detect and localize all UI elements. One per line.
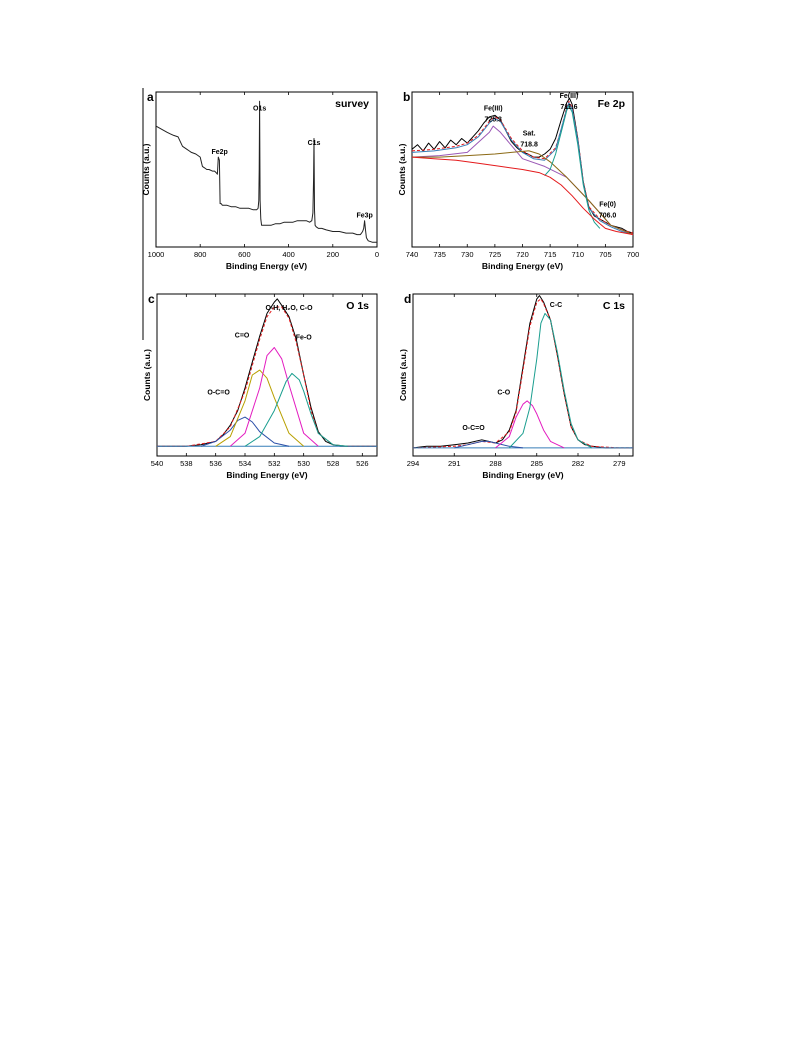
series-line-2 bbox=[412, 298, 633, 449]
panel-d: 294 291 288 285 282 279 C-C C-O O-C=O d C 1s Bindin… bbox=[398, 292, 634, 480]
x-tick-label: 200 bbox=[327, 250, 340, 259]
y-axis-label: Counts (a.u.) bbox=[142, 349, 152, 401]
x-tick-label: 0 bbox=[375, 250, 379, 259]
x-tick-label: 534 bbox=[239, 459, 252, 468]
panel-title: O 1s bbox=[346, 300, 369, 312]
annotation-label: Fe2p bbox=[211, 149, 227, 156]
x-tick-label: 536 bbox=[209, 459, 222, 468]
annotation-label: Fe(III) bbox=[560, 93, 579, 100]
x-tick-label: 288 bbox=[489, 459, 502, 468]
y-axis-label: Counts (a.u.) bbox=[398, 349, 408, 401]
x-tick-label: 400 bbox=[282, 250, 295, 259]
annotation-label: C1s bbox=[308, 140, 321, 147]
series-line-6 bbox=[229, 347, 319, 447]
series-line-6 bbox=[544, 105, 601, 229]
panel-letter: b bbox=[403, 90, 410, 104]
x-tick-label: 291 bbox=[448, 459, 461, 468]
panel-letter: a bbox=[147, 90, 154, 104]
series-line-6 bbox=[508, 312, 593, 449]
plot-frame bbox=[156, 293, 378, 457]
annotation-label: O-C=O bbox=[207, 389, 230, 396]
x-tick-label: 532 bbox=[268, 459, 281, 468]
x-tick-label: 600 bbox=[238, 250, 251, 259]
panel-c: 540 538 536 534 532 530 528 526 O-H, H₂O, C-O C=O… bbox=[142, 292, 378, 480]
panels: 1000 800 600 400 200 0 O1s C1s Fe2p Fe3p a survey Bi… bbox=[141, 90, 639, 480]
x-tick-label: 720 bbox=[516, 250, 529, 259]
series-line-7 bbox=[244, 372, 348, 447]
series-line-5 bbox=[495, 400, 565, 449]
panel-letter: d bbox=[404, 292, 411, 306]
x-tick-label: 730 bbox=[461, 250, 474, 259]
x-tick-label: 528 bbox=[327, 459, 340, 468]
series-line-1 bbox=[412, 295, 633, 449]
series-line-7 bbox=[411, 156, 634, 236]
annotation-label: Sat. bbox=[523, 130, 536, 137]
annotation-label: Fe(0) bbox=[599, 202, 616, 209]
annotation-label: Fe-O bbox=[296, 334, 313, 341]
series-line-5 bbox=[412, 150, 634, 236]
annotation-label: O-C=O bbox=[462, 425, 485, 432]
annotation-label: C-C bbox=[550, 302, 562, 309]
annotation-label: C=O bbox=[235, 333, 250, 340]
x-tick-label: 740 bbox=[406, 250, 419, 259]
series-line-1 bbox=[411, 97, 634, 234]
panel-letter: c bbox=[148, 292, 155, 306]
series-line-5 bbox=[215, 369, 305, 447]
plot-frame bbox=[155, 91, 378, 248]
series-line-2 bbox=[411, 100, 634, 234]
annotation-label: Fe(III) bbox=[484, 106, 503, 113]
x-axis-label: Binding Energy (eV) bbox=[226, 261, 307, 271]
x-tick-label: 279 bbox=[613, 459, 626, 468]
x-tick-label: 725 bbox=[489, 250, 502, 259]
plot-frame bbox=[412, 293, 634, 457]
x-tick-label: 710 bbox=[571, 250, 584, 259]
annotation-label: O-H, H₂O, C-O bbox=[265, 305, 313, 312]
panel-b: 740 735 730 725 720 715 710 705 700 Fe(III) 725.3 S… bbox=[397, 90, 639, 271]
x-tick-label: 540 bbox=[151, 459, 164, 468]
panel-title: C 1s bbox=[603, 300, 625, 312]
x-tick-label: 1000 bbox=[148, 250, 165, 259]
series-line-2 bbox=[157, 306, 377, 447]
series-line-3 bbox=[411, 102, 634, 236]
series-line-4 bbox=[454, 440, 524, 449]
x-tick-label: 285 bbox=[530, 459, 543, 468]
panel-title: survey bbox=[335, 98, 369, 110]
series-line-4 bbox=[200, 416, 290, 447]
annotation-label: 725.3 bbox=[484, 116, 502, 123]
annotation-label: 711.6 bbox=[560, 104, 577, 111]
y-axis-label: Counts (a.u.) bbox=[397, 143, 407, 195]
x-tick-label: 294 bbox=[407, 459, 420, 468]
x-tick-label: 538 bbox=[180, 459, 193, 468]
x-tick-label: 705 bbox=[599, 250, 612, 259]
x-axis-label: Binding Energy (eV) bbox=[482, 261, 563, 271]
panel-a: 1000 800 600 400 200 0 O1s C1s Fe2p Fe3p a survey Bi… bbox=[141, 90, 379, 271]
x-axis-label: Binding Energy (eV) bbox=[482, 470, 563, 480]
series-line-1 bbox=[155, 100, 377, 243]
annotation-label: C-O bbox=[497, 389, 510, 396]
x-tick-label: 800 bbox=[194, 250, 207, 259]
annotation-label: 718.8 bbox=[520, 141, 538, 148]
x-tick-label: 282 bbox=[572, 459, 585, 468]
annotation-label: 706.0 bbox=[599, 213, 617, 220]
x-tick-label: 526 bbox=[356, 459, 369, 468]
x-axis-label: Binding Energy (eV) bbox=[226, 470, 307, 480]
x-tick-label: 715 bbox=[544, 250, 557, 259]
x-tick-label: 735 bbox=[433, 250, 446, 259]
panel-title: Fe 2p bbox=[598, 98, 625, 110]
annotation-label: Fe3p bbox=[356, 213, 372, 220]
x-tick-label: 700 bbox=[627, 250, 640, 259]
y-axis-label: Counts (a.u.) bbox=[141, 143, 151, 195]
x-tick-label: 530 bbox=[297, 459, 310, 468]
annotation-label: O1s bbox=[253, 106, 266, 113]
